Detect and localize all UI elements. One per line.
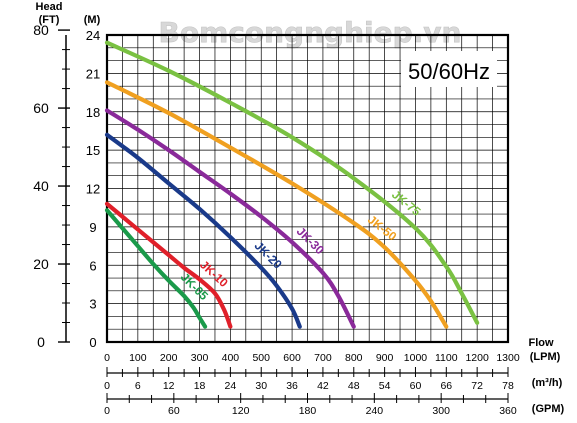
x-tick-label-lpm: 800 (345, 352, 363, 364)
x-tick-label-m3h: 78 (502, 380, 514, 392)
y-tick-label-m: 0 (89, 335, 96, 350)
frequency-box (401, 51, 497, 87)
x-axis: 0 100 200 300 400 500 600 700 800 900 1000 1100 1200… (104, 352, 520, 417)
y-tick-label-m: 15 (86, 143, 100, 158)
y-tick-label-m: 21 (86, 66, 100, 81)
x-tick-label-gpm: 240 (366, 405, 384, 417)
x-tick-label-gpm: 180 (299, 405, 317, 417)
x-tick-label-m3h: 60 (410, 380, 422, 392)
watermark: Bomcongnghiep.vn (159, 16, 462, 49)
x-tick-label-lpm: 1300 (496, 352, 520, 364)
x-tick-label-m3h: 42 (317, 380, 329, 392)
x-axis-title: Flow (528, 337, 553, 349)
x-tick-label-m3h: 48 (348, 380, 360, 392)
curve-label-jk-50: JK-50 (365, 212, 400, 243)
x-tick-label-lpm: 100 (129, 352, 147, 364)
curve-jk-20 (104, 132, 302, 329)
x-tick-label-lpm: 400 (222, 352, 240, 364)
x-tick-label-m3h: 72 (471, 380, 483, 392)
y-tick-label-ft: 0 (37, 334, 45, 350)
curve-jk-10 (104, 201, 233, 329)
y-unit-m: (M) (84, 14, 101, 26)
x-tick-label-lpm: 600 (283, 352, 301, 364)
x-tick-label-m3h: 30 (255, 380, 267, 392)
x-tick-label-lpm: 1000 (404, 352, 428, 364)
x-tick-label-lpm: 700 (314, 352, 332, 364)
x-tick-label-m3h: 6 (135, 380, 141, 392)
frequency-label: 50/60Hz (408, 59, 490, 84)
x-tick-label-lpm: 500 (252, 352, 270, 364)
y-tick-label-m: 24 (86, 28, 100, 43)
x-unit-lpm: (LPM) (530, 351, 561, 363)
x-tick-label-lpm: 1100 (435, 352, 458, 364)
x-tick-label-gpm: 0 (104, 405, 110, 417)
x-tick-label-m3h: 66 (440, 380, 452, 392)
x-tick-label-gpm: 360 (499, 405, 517, 417)
y-tick-label-ft: 40 (33, 178, 49, 194)
x-tick-label-lpm: 300 (191, 352, 209, 364)
y-tick-label-m: 9 (89, 220, 96, 235)
y-tick-label-m: 18 (86, 105, 100, 120)
curve-jk-30 (104, 108, 356, 329)
plot-frame (105, 33, 510, 344)
x-tick-label-gpm: 300 (432, 405, 450, 417)
x-tick-label-gpm: 120 (232, 405, 250, 417)
curve-jk-50 (104, 80, 449, 329)
x-tick-label-m3h: 12 (163, 380, 175, 392)
x-tick-label-lpm: 900 (376, 352, 394, 364)
y-axis-title: Head (36, 1, 63, 13)
x-tick-label-m3h: 18 (194, 380, 206, 392)
x-unit-m3h: (m³/h) (532, 377, 563, 389)
x-tick-label-m3h: 24 (225, 380, 237, 392)
curve-jk-75 (104, 40, 480, 325)
curve-jk-05 (104, 208, 208, 329)
x-tick-label-m3h: 0 (104, 380, 110, 392)
y-tick-label-m: 3 (89, 297, 96, 312)
curves (104, 40, 480, 329)
y-tick-label-ft: 80 (33, 22, 49, 38)
x-tick-label-m3h: 36 (286, 380, 298, 392)
x-tick-label-lpm: 1200 (465, 352, 489, 364)
x-tick-label-m3h: 54 (379, 380, 391, 392)
x-tick-label-gpm: 60 (168, 405, 180, 417)
y-tick-label-ft: 60 (33, 100, 49, 116)
curve-label-jk-20: JK-20 (252, 239, 285, 272)
y-tick-label-m: 6 (89, 258, 96, 273)
x-tick-label-lpm: 0 (104, 352, 110, 364)
y-tick-label-m: 12 (86, 182, 100, 197)
x-unit-gpm: (GPM) (532, 403, 565, 415)
y-unit-ft: (FT) (39, 14, 60, 26)
y-axis: 0 3 6 9 12 15 18 21 24 0 20 40 60 80 (33, 22, 100, 350)
x-tick-label-lpm: 200 (160, 352, 178, 364)
y-tick-label-ft: 20 (33, 256, 49, 272)
